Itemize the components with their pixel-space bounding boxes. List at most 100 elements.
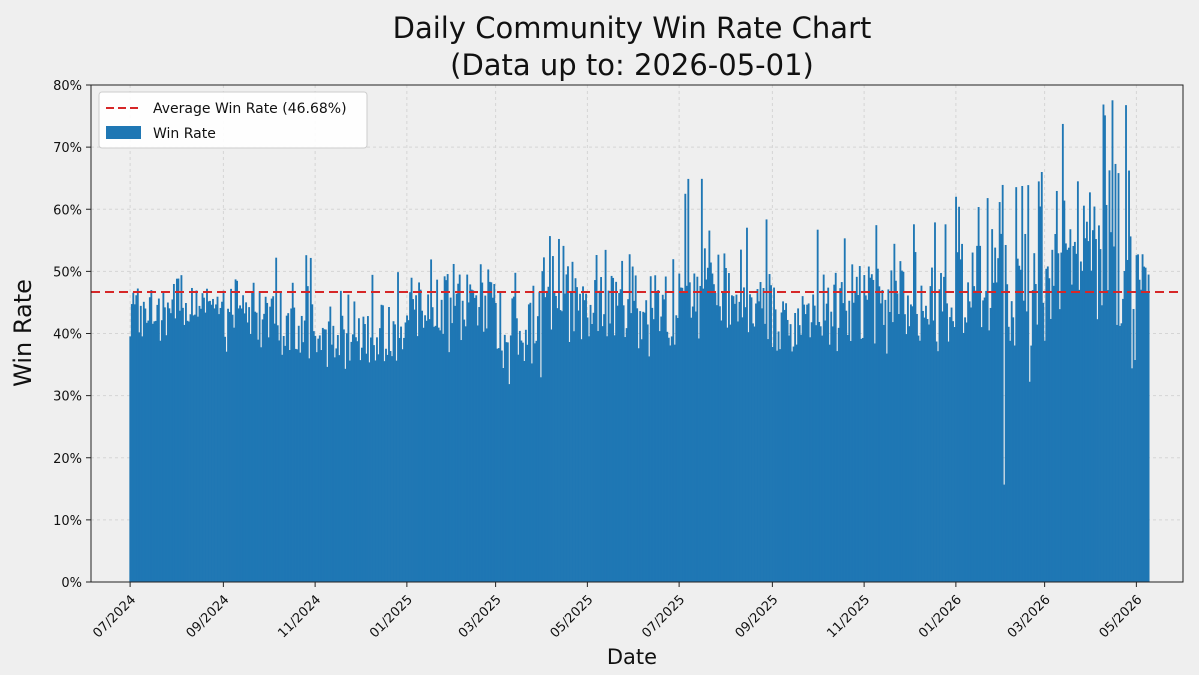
- win-rate-bar: [929, 286, 932, 582]
- win-rate-bar: [488, 281, 491, 582]
- win-rate-bar: [219, 307, 222, 582]
- win-rate-bar: [222, 290, 225, 582]
- win-rate-bar: [168, 308, 171, 582]
- win-rate-bar: [243, 313, 246, 582]
- win-rate-bar: [470, 289, 473, 582]
- win-rate-bar: [136, 288, 139, 582]
- win-rate-bar: [1031, 290, 1034, 582]
- win-rate-bar: [329, 306, 332, 582]
- win-rate-bar: [388, 306, 390, 582]
- win-rate-bar: [676, 317, 679, 582]
- win-rate-bar: [1076, 181, 1079, 582]
- win-rate-bar: [409, 292, 411, 582]
- win-rate-bar: [203, 297, 205, 582]
- win-rate-bar: [995, 282, 998, 582]
- win-rate-bar: [860, 338, 863, 582]
- win-rate-bar: [746, 227, 748, 582]
- win-rate-bar: [549, 236, 551, 583]
- win-rate-bar: [481, 282, 484, 582]
- win-rate-bar: [1025, 311, 1028, 582]
- win-rate-bar: [649, 276, 652, 582]
- win-rate-bar: [798, 325, 801, 582]
- win-rate-bar: [213, 308, 216, 582]
- win-rate-bar: [306, 286, 309, 582]
- win-rate-bar: [1052, 285, 1055, 582]
- win-rate-bar: [709, 262, 712, 582]
- x-tick-label: 07/2024: [90, 592, 139, 641]
- win-rate-bar: [151, 323, 154, 582]
- win-rate-bar: [863, 275, 866, 582]
- win-rate-bar: [394, 324, 396, 582]
- win-rate-bar: [666, 331, 669, 582]
- win-rate-bar: [712, 284, 715, 582]
- win-rate-bar: [728, 273, 730, 582]
- win-rate-bar: [669, 345, 672, 582]
- x-tick-label: 07/2025: [639, 592, 688, 641]
- win-rate-bar: [1138, 279, 1141, 582]
- win-rate-bar: [919, 340, 921, 582]
- x-tick-label: 11/2024: [275, 592, 324, 641]
- win-rate-bar: [261, 319, 264, 582]
- win-rate-bar: [651, 307, 654, 582]
- win-rate-bar: [882, 324, 885, 582]
- win-rate-bar: [982, 300, 985, 582]
- win-rate-bar: [792, 346, 795, 582]
- win-rate-bar: [795, 344, 798, 582]
- y-tick-label: 30%: [53, 390, 82, 405]
- win-rate-bar: [893, 243, 896, 582]
- win-rate-bar: [729, 324, 732, 582]
- win-rate-bar: [1000, 233, 1003, 582]
- win-rate-bar: [968, 301, 971, 582]
- win-rate-bar: [403, 337, 405, 582]
- win-rate-bar: [655, 291, 658, 582]
- win-rate-bar: [857, 295, 860, 582]
- win-rate-bar: [490, 282, 493, 582]
- win-rate-bar: [517, 354, 520, 582]
- win-rate-bar: [906, 295, 909, 582]
- win-rate-bar: [357, 318, 360, 582]
- win-rate-bar: [899, 261, 902, 582]
- legend-average-label: Average Win Rate (46.68%): [153, 101, 347, 117]
- win-rate-bar: [440, 299, 443, 582]
- win-rate-bar: [1009, 340, 1012, 582]
- win-rate-bar: [622, 305, 625, 582]
- win-rate-bar: [200, 308, 202, 582]
- x-tick-label: 01/2026: [916, 592, 965, 641]
- win-rate-bar: [476, 325, 479, 582]
- win-rate-bar: [773, 287, 775, 582]
- win-rate-bar: [816, 229, 819, 582]
- win-rate-bar: [971, 252, 974, 582]
- win-rate-bar: [351, 334, 354, 582]
- win-rate-bar: [503, 334, 506, 582]
- win-rate-bar: [767, 339, 769, 582]
- win-rate-bar: [539, 377, 542, 582]
- win-rate-bar: [562, 245, 565, 582]
- win-rate-bar: [400, 326, 402, 582]
- win-rate-bar: [546, 290, 548, 582]
- win-rate-bar: [953, 327, 956, 582]
- win-rate-bar: [206, 288, 208, 582]
- win-rate-bar: [985, 290, 988, 582]
- win-rate-bar: [494, 302, 497, 582]
- win-rate-bar: [675, 315, 678, 582]
- win-rate-bar: [1057, 253, 1060, 582]
- win-rate-bar: [828, 344, 831, 582]
- win-rate-bar: [294, 348, 297, 582]
- win-rate-bar: [312, 331, 315, 582]
- win-rate-bar: [309, 257, 312, 582]
- win-rate-bar: [648, 356, 651, 582]
- win-rate-bar: [272, 296, 275, 582]
- win-rate-bar: [418, 282, 421, 582]
- win-rate-bar: [1123, 271, 1126, 582]
- win-rate-bar: [183, 324, 186, 582]
- win-rate-bar: [1028, 381, 1031, 582]
- win-rate-bar: [508, 384, 511, 582]
- win-rate-bar: [467, 302, 470, 582]
- win-rate-bar: [324, 329, 327, 582]
- win-rate-bar: [1110, 232, 1112, 583]
- win-rate-bar: [720, 320, 723, 582]
- win-rate-bar: [532, 285, 535, 582]
- win-rate-bar: [592, 312, 595, 582]
- win-rate-bar: [386, 354, 389, 582]
- win-rate-bar: [521, 342, 524, 582]
